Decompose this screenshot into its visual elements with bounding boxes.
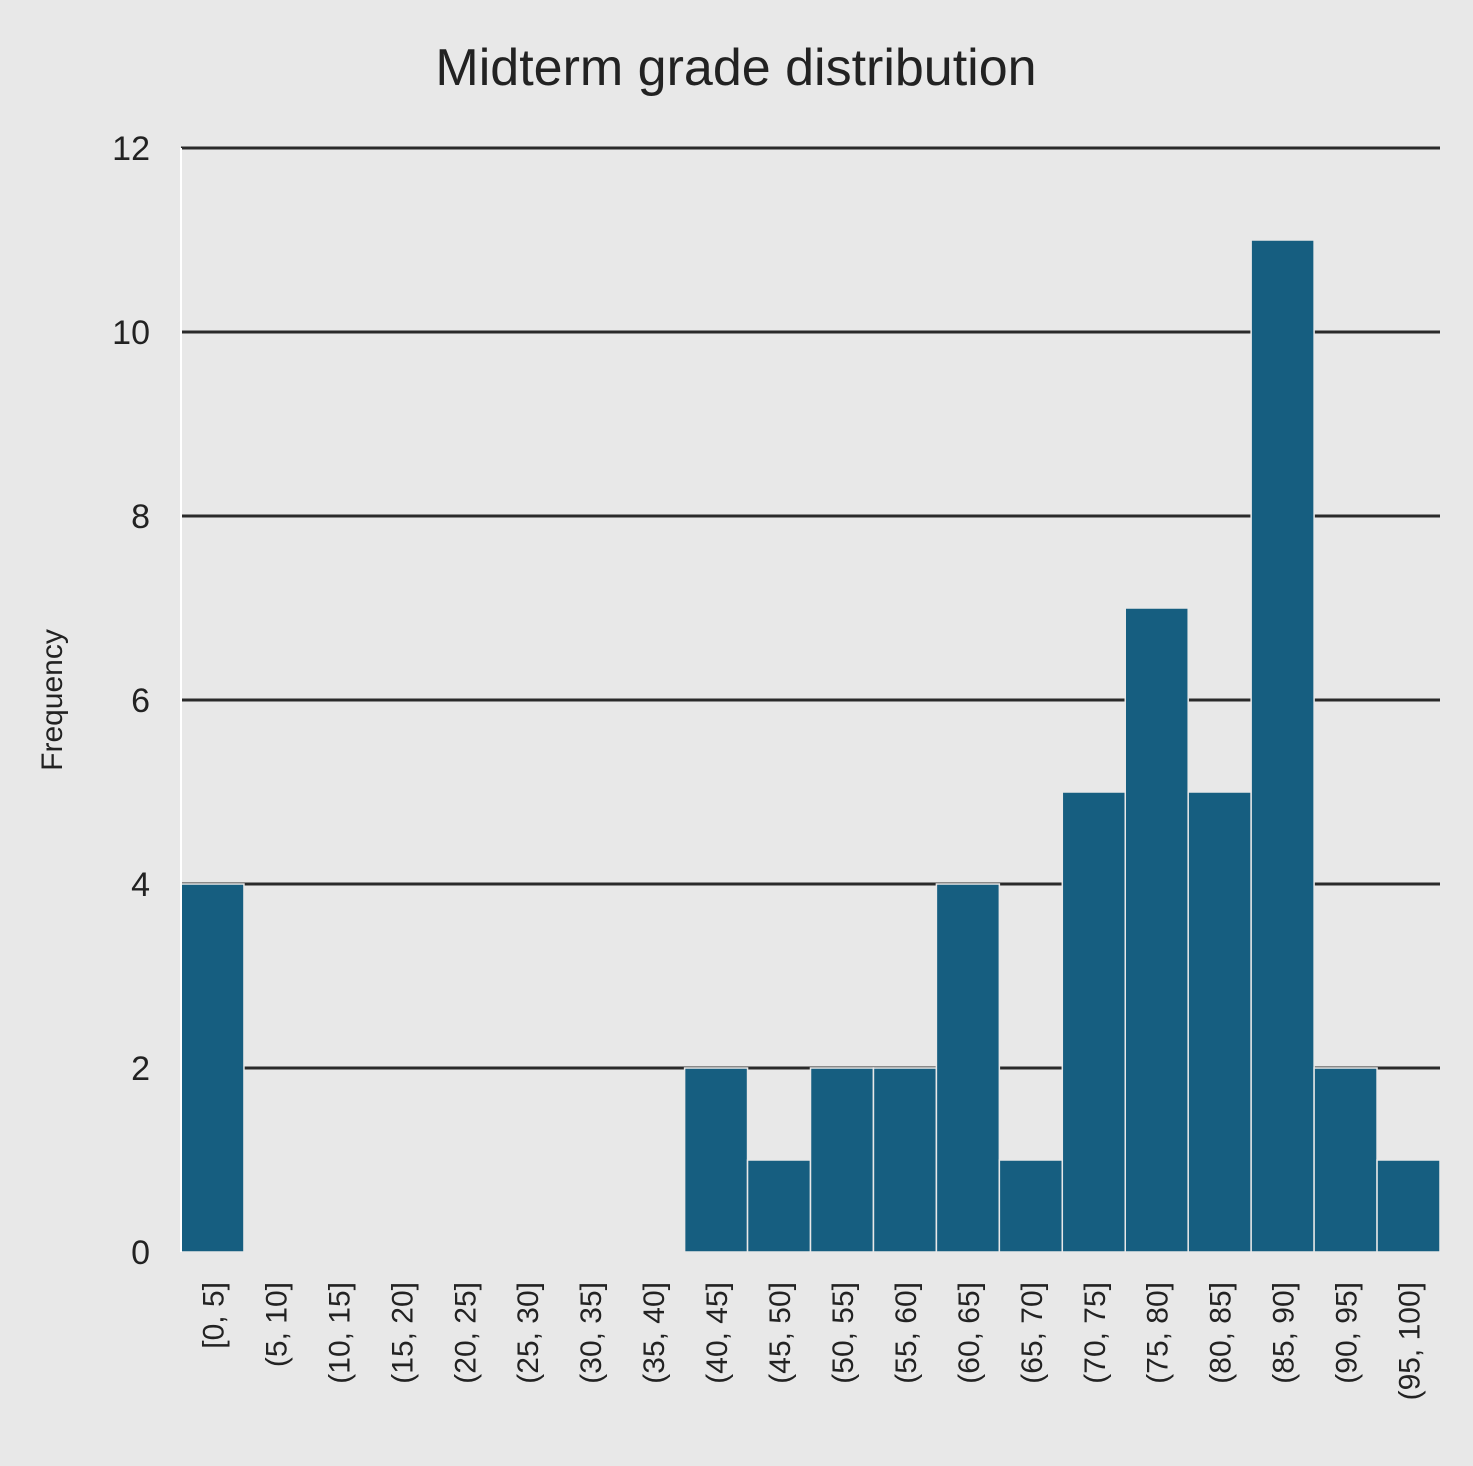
x-tick-label: (95, 100] xyxy=(1394,1282,1427,1400)
x-tick-label: (50, 55] xyxy=(827,1282,860,1384)
bar xyxy=(872,1067,938,1253)
x-tick-label: (60, 65] xyxy=(953,1282,986,1384)
y-tick-label: 4 xyxy=(131,866,150,904)
x-tick-labels: [0, 5] (5, 10] (10, 15] (15, 20] (20, 25] (25… xyxy=(197,1282,1426,1400)
y-tick-label: 12 xyxy=(112,130,150,168)
x-tick-label: (15, 20] xyxy=(386,1282,419,1384)
bar xyxy=(1313,1067,1378,1253)
chart-title: Midterm grade distribution xyxy=(435,39,1036,97)
bar xyxy=(935,883,1001,1253)
x-tick-label: (20, 25] xyxy=(449,1282,482,1384)
bar xyxy=(809,1067,875,1253)
bar xyxy=(180,883,245,1253)
y-tick-labels: 0 2 4 6 8 10 12 xyxy=(112,130,150,1272)
x-tick-label: (45, 50] xyxy=(764,1282,797,1384)
bar xyxy=(1376,1159,1441,1253)
x-tick-label: (70, 75] xyxy=(1079,1282,1112,1384)
bars xyxy=(180,239,1441,1253)
bar xyxy=(1061,791,1127,1253)
bar xyxy=(998,1159,1064,1253)
x-tick-label: (35, 40] xyxy=(638,1282,671,1384)
x-tick-label: (90, 95] xyxy=(1331,1282,1364,1384)
x-tick-label: (55, 60] xyxy=(890,1282,923,1384)
bar xyxy=(1187,791,1252,1253)
x-tick-label: (10, 15] xyxy=(323,1282,356,1384)
bar xyxy=(1124,607,1189,1253)
x-tick-label: (40, 45] xyxy=(701,1282,734,1384)
x-tick-label: (85, 90] xyxy=(1268,1282,1301,1384)
y-tick-label: 10 xyxy=(112,314,150,352)
x-tick-label: [0, 5] xyxy=(197,1282,230,1349)
x-tick-label: (80, 85] xyxy=(1205,1282,1238,1384)
x-tick-label: (75, 80] xyxy=(1142,1282,1175,1384)
x-tick-label: (25, 30] xyxy=(512,1282,545,1384)
y-axis-label: Frequency xyxy=(36,629,69,771)
bar xyxy=(746,1159,812,1253)
bar xyxy=(683,1067,749,1253)
y-tick-label: 8 xyxy=(131,498,150,536)
y-tick-label: 0 xyxy=(131,1234,150,1272)
x-tick-label: (30, 35] xyxy=(575,1282,608,1384)
y-tick-label: 2 xyxy=(131,1050,150,1088)
bar xyxy=(1250,239,1315,1253)
x-tick-label: (5, 10] xyxy=(260,1282,293,1367)
y-tick-label: 6 xyxy=(131,682,150,720)
x-tick-label: (65, 70] xyxy=(1016,1282,1049,1384)
